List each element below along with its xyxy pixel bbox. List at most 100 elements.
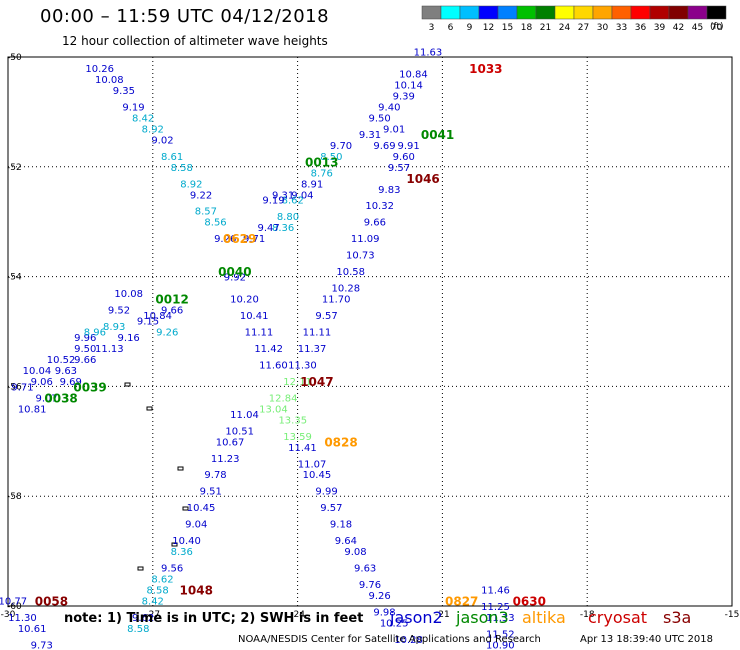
- wave-height-point: 9.64: [335, 536, 357, 547]
- timestamp: Apr 13 18:39:40 UTC 2018: [580, 634, 713, 645]
- credit-line: NOAA/NESDIS Center for Satellite Applica…: [238, 634, 541, 645]
- wave-height-point: 9.66: [364, 218, 386, 229]
- colorbar-swatch: [478, 5, 499, 20]
- legend-jason3: jason3: [456, 608, 509, 627]
- wave-height-point: 9.56: [161, 564, 183, 575]
- x-tick-label: -27: [145, 610, 160, 620]
- colorbar-swatch: [611, 5, 632, 20]
- wave-height-point: 9.69: [60, 377, 82, 388]
- wave-height-point: 10.84: [399, 69, 428, 80]
- wave-height-point: 9.31: [272, 190, 294, 201]
- wave-height-point: 9.08: [344, 547, 366, 558]
- wave-height-point: 8.42: [142, 597, 164, 608]
- pass-time-label: 0012: [155, 293, 188, 307]
- colorbar-swatch: [516, 5, 537, 20]
- wave-height-point: 9.31: [359, 130, 381, 141]
- wave-height-point: 9.51: [200, 487, 222, 498]
- wave-height-point: 9.60: [393, 152, 415, 163]
- pass-time-label: 1046: [406, 172, 439, 186]
- colorbar-tick: 39: [654, 23, 666, 33]
- colorbar-swatch: [649, 5, 670, 20]
- wave-height-point: 11.23: [211, 454, 240, 465]
- wave-height-point: 10.08: [114, 289, 143, 300]
- wave-height-point: 10.14: [394, 80, 423, 91]
- wave-height-point: 8.50: [320, 152, 342, 163]
- wave-height-point: 11.07: [298, 459, 327, 470]
- wave-height-point: 9.47: [258, 223, 280, 234]
- colorbar-swatch: [535, 5, 556, 20]
- wave-height-point: 9.83: [378, 185, 400, 196]
- wave-height-point: 10.28: [332, 284, 361, 295]
- y-tick-label: -58: [7, 492, 22, 502]
- wave-height-point: 10.28: [394, 635, 423, 646]
- wave-height-point: 8.92: [142, 124, 164, 135]
- wave-height-point: 10.51: [225, 426, 254, 437]
- wave-height-point: 12.11: [283, 377, 312, 388]
- colorbar-swatch: [687, 5, 708, 20]
- map-title: 00:00 – 11:59 UTC 04/12/2018: [40, 6, 330, 27]
- wave-height-point: 11.63: [414, 48, 443, 59]
- pass-time-label: 0038: [44, 391, 77, 405]
- colorbar-units: (ft): [710, 22, 724, 32]
- colorbar-tick: 9: [467, 23, 473, 33]
- wave-height-point: 11.30: [8, 613, 37, 624]
- wave-height-point: 10.90: [486, 640, 515, 650]
- wave-height-point: 9.04: [185, 520, 207, 531]
- pass-time-label: 0058: [35, 595, 68, 609]
- wave-height-point: 9.40: [378, 102, 400, 113]
- island-outline: [182, 506, 189, 511]
- x-tick-label: -30: [1, 610, 16, 620]
- wave-height-point: 10.61: [18, 624, 47, 635]
- wave-height-point: 11.09: [351, 234, 380, 245]
- legend-jason2: jason2: [390, 608, 443, 627]
- wave-height-point: 10.40: [172, 536, 201, 547]
- wave-height-point: 9.26: [214, 234, 236, 245]
- wave-height-point: 9.92: [224, 273, 246, 284]
- wave-height-point: 9.71: [11, 382, 33, 393]
- pass-time-label: 1047: [300, 375, 333, 389]
- pass-time-label: 1033: [469, 62, 502, 76]
- colorbar-tick: 6: [448, 23, 454, 33]
- wave-height-point: 10.08: [95, 75, 124, 86]
- wave-height-point: 8.42: [132, 113, 154, 124]
- wave-height-point: 9.98: [373, 607, 395, 618]
- colorbar-tick: 33: [616, 23, 627, 33]
- wave-height-point: 10.41: [240, 311, 269, 322]
- wave-height-point: 8.58: [127, 624, 149, 635]
- wave-height-point: 9.19: [262, 196, 284, 207]
- wave-height-point: 10.32: [365, 201, 394, 212]
- wave-height-point: 9.66: [74, 355, 96, 366]
- y-tick-label: -50: [7, 53, 22, 63]
- pass-time-label: 0827: [445, 595, 478, 609]
- wave-height-point: 8.56: [204, 218, 226, 229]
- wave-height-point: 8.36: [272, 223, 294, 234]
- wave-height-point: 8.91: [301, 179, 323, 190]
- wave-height-point: 10.04: [23, 366, 52, 377]
- colorbar-tick: 42: [673, 23, 684, 33]
- pass-time-label: 1048: [180, 584, 213, 598]
- wave-height-point: 9.22: [190, 190, 212, 201]
- pass-time-label: 0013: [305, 155, 338, 169]
- wave-height-point: 9.39: [393, 91, 415, 102]
- y-tick-label: -60: [7, 602, 22, 612]
- wave-height-point: 13.04: [259, 404, 288, 415]
- colorbar-swatch: [668, 5, 689, 20]
- colorbar-tick: 27: [578, 23, 589, 33]
- wave-height-point: 9.76: [359, 580, 381, 591]
- wave-height-point: 9.06: [31, 377, 53, 388]
- wave-height-point: 9.69: [373, 141, 395, 152]
- pass-time-label: 0040: [218, 265, 251, 279]
- plot-frame: [7, 56, 733, 607]
- colorbar-tick: 12: [483, 23, 494, 33]
- wave-height-point: 9.50: [369, 113, 391, 124]
- y-tick-label: -52: [7, 163, 22, 173]
- wave-height-point: 9.26: [156, 328, 178, 339]
- x-tick-label: -18: [580, 610, 595, 620]
- wave-height-point: 8.62: [151, 575, 173, 586]
- wave-height-point: 11.60: [259, 360, 288, 371]
- colorbar-tick: 24: [559, 23, 571, 33]
- wave-height-point: 10.77: [0, 597, 27, 608]
- wave-height-point: 11.25: [481, 602, 510, 613]
- wave-height-point: 8.93: [103, 322, 125, 333]
- colorbar-tick: 45: [692, 23, 703, 33]
